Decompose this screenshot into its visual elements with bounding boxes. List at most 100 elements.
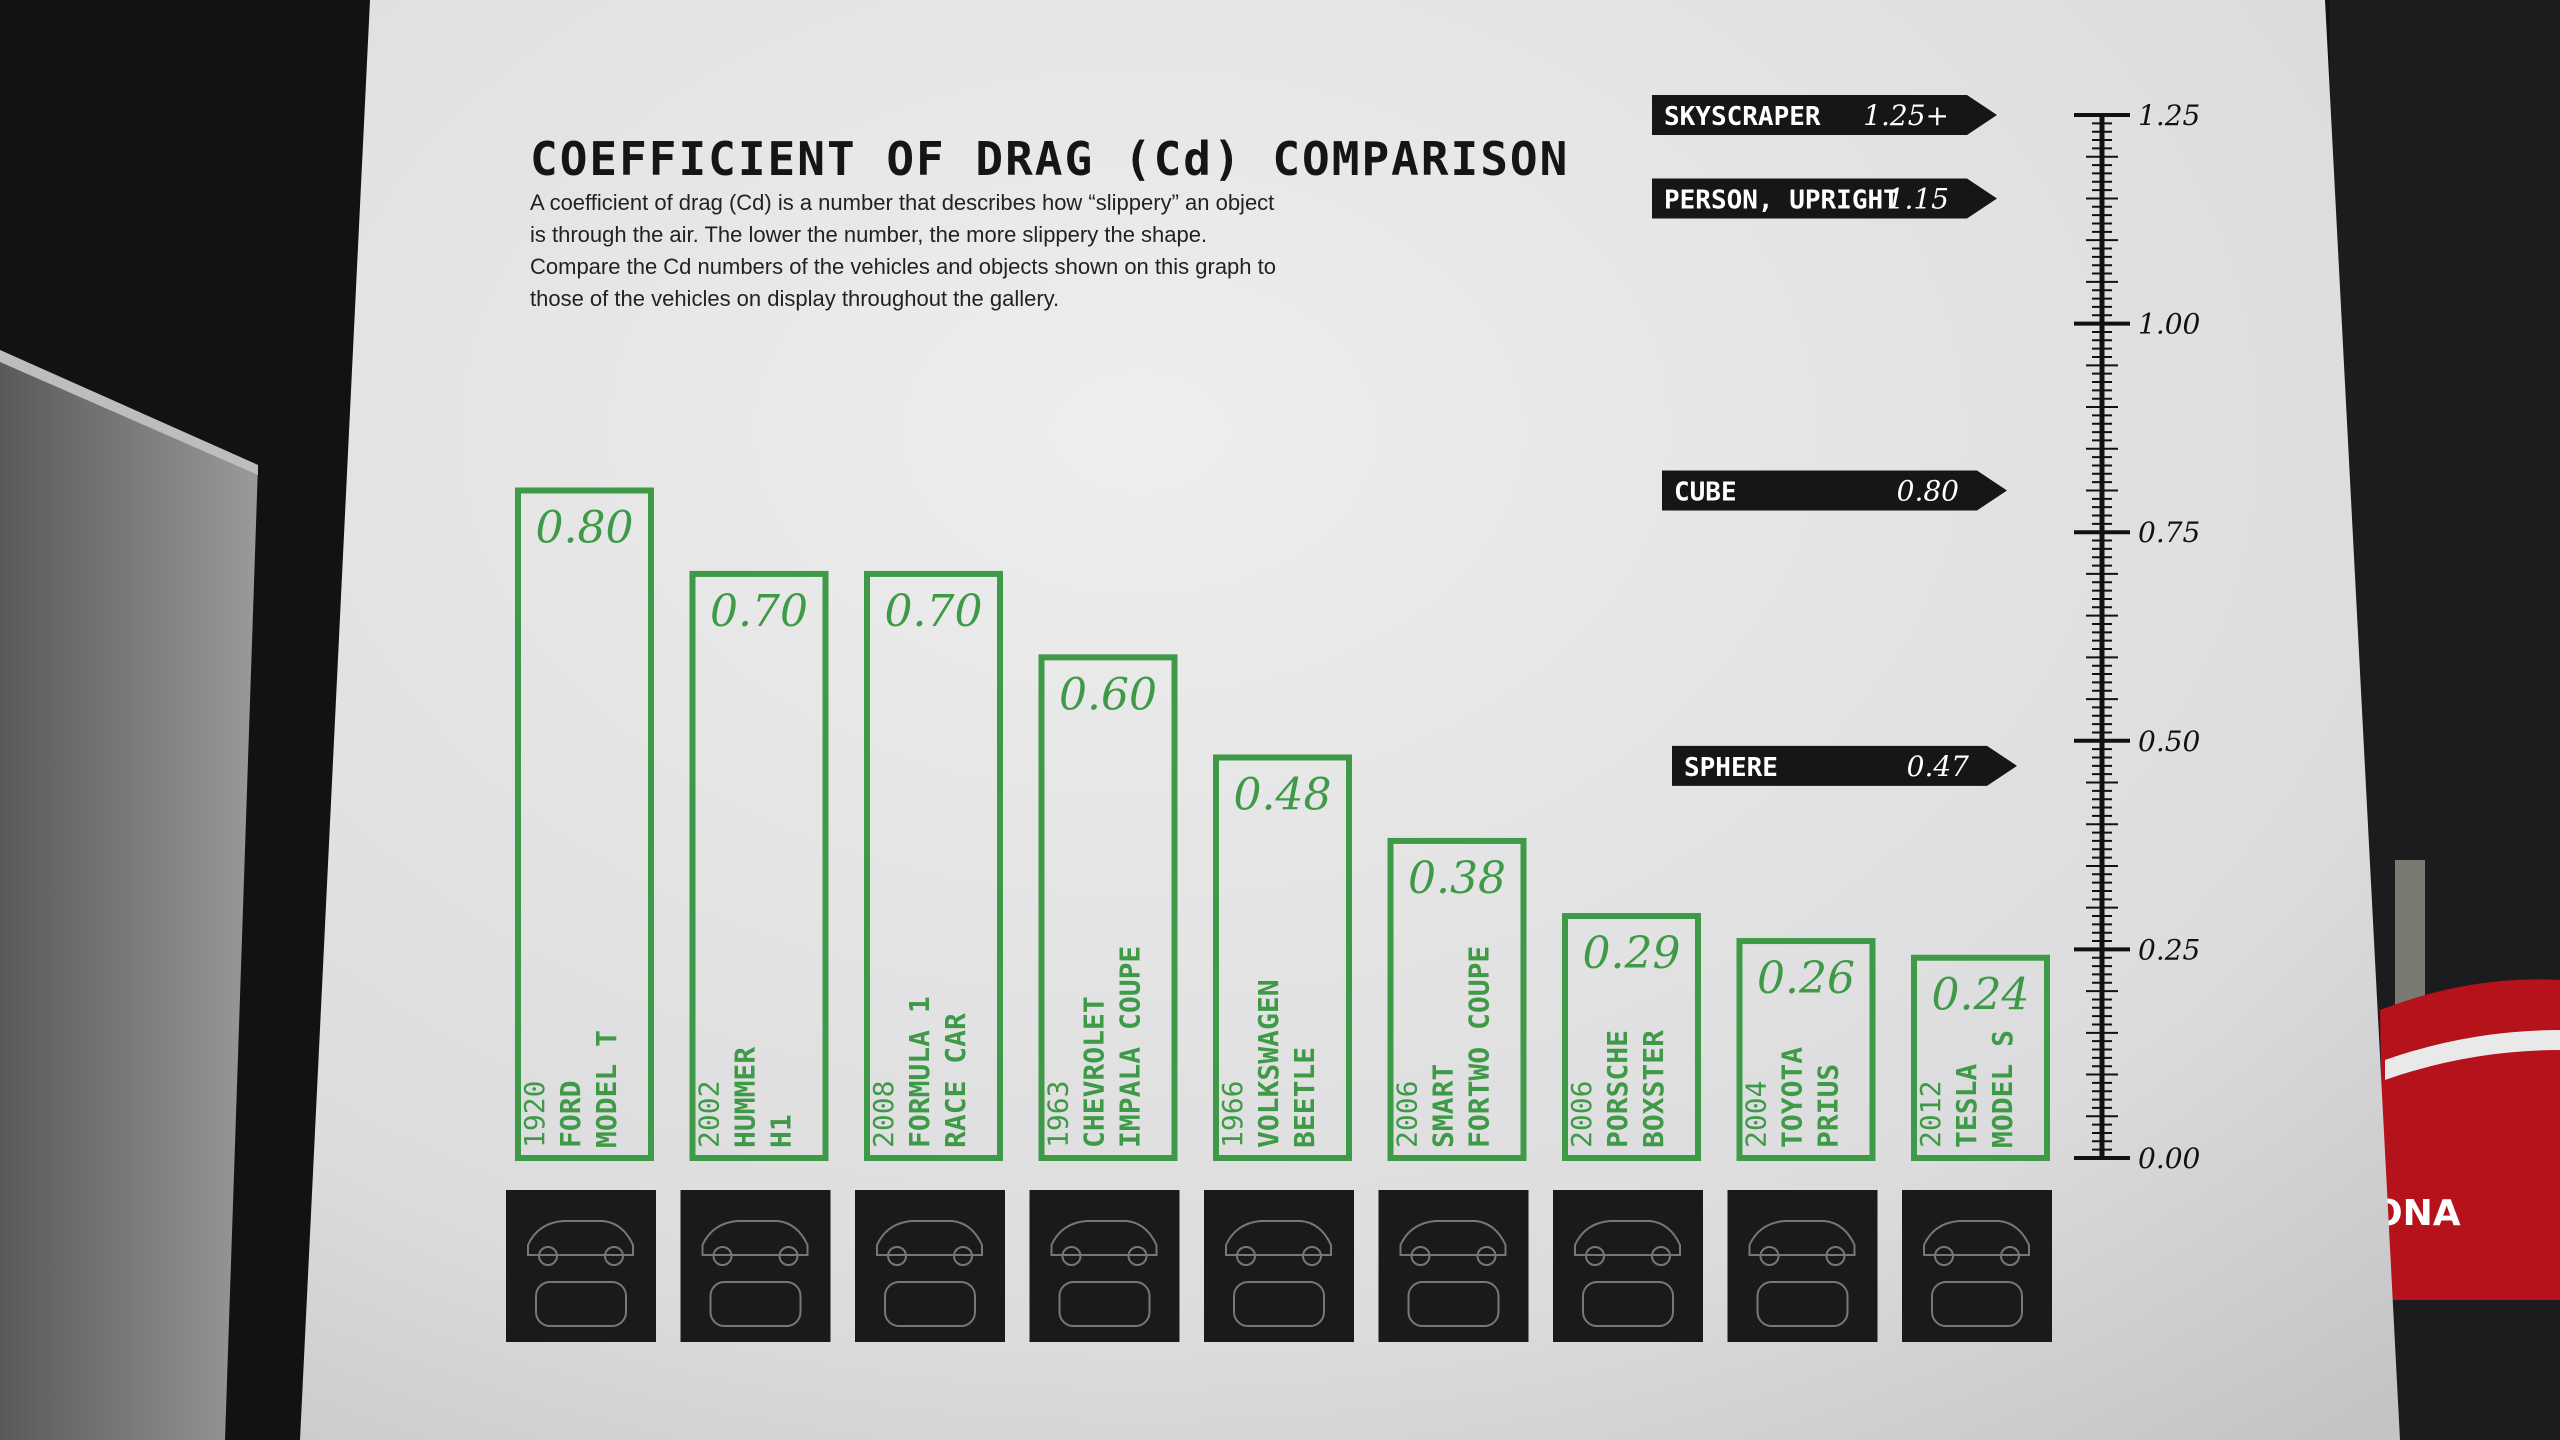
thumbnail-panel [1902,1190,2052,1342]
bar-group: 0.80 1920 FORD MODEL T [515,487,654,1162]
bar-year-label: 2004 [1740,1081,1773,1148]
bar-group: 0.70 2008 FORMULA 1 RACE CAR [864,570,1003,1161]
vehicle-thumbnail [1727,1190,1878,1342]
marker-value: 1.25+ [1863,99,1949,132]
car-top-icon [709,1281,802,1327]
wheel-icon [1934,1246,1954,1266]
bar-group: 0.24 2012 TESLA MODEL S [1911,954,2050,1162]
scale-tick-label: 0.75 [2138,516,2200,549]
bar-year-label: 1920 [518,1081,551,1148]
bar-name-label: BEETLE [1288,1047,1321,1148]
description-line: Compare the Cd numbers of the vehicles a… [530,254,1276,279]
marker-value: 1.15 [1887,182,1949,215]
car-side-icon [701,1220,809,1256]
bar-name-label: FORMULA 1 [903,996,936,1148]
bar-name-label: TESLA [1950,1064,1983,1148]
bar-value-label: 0.70 [710,586,808,637]
wheel-icon [2000,1246,2020,1266]
car-side-icon [1574,1220,1681,1256]
wheel-icon [1759,1246,1780,1266]
bar-value-label: 0.38 [1408,853,1506,904]
bar-name-label: MODEL S [1986,1030,2019,1148]
car-side-icon [1225,1220,1332,1256]
vehicle-silhouettes [506,1190,2052,1342]
marker-pointer [1652,95,1997,135]
wheel-icon [1585,1246,1605,1266]
thumbnail-panel [855,1190,1005,1342]
car-top-icon [1931,1281,2023,1327]
marker-name: PERSON, UPRIGHT [1664,185,1899,215]
bar-name-label: BOXSTER [1637,1030,1670,1148]
car-side-icon [1923,1220,2030,1256]
car-side-icon [876,1220,983,1256]
description-line: is through the air. The lower the number… [530,222,1207,247]
thumbnail-panel [1553,1190,1703,1342]
marker-pointer [1662,470,2007,511]
marker-value: 0.47 [1907,750,1970,783]
bar-group: 0.48 1966 VOLKSWAGEN BEETLE [1213,754,1352,1161]
bar-value-label: 0.48 [1234,769,1332,820]
marker-value: 0.80 [1897,474,1959,507]
bar-name-label: RACE CAR [939,1013,972,1148]
vehicle-thumbnail [1378,1190,1529,1342]
scale-tick-label: 0.50 [2138,725,2200,758]
wheel-icon [604,1246,624,1266]
thumbnail-panel [506,1190,656,1342]
bar-value-label: 0.24 [1932,970,2030,1021]
car-top-icon [884,1281,976,1327]
bar-value-label: 0.26 [1757,953,1855,1004]
bar-value-label: 0.80 [536,502,634,553]
bar [1736,938,1876,1162]
car-top-icon [1058,1281,1151,1327]
bar-name-label: FORTWO COUPE [1463,946,1496,1148]
bar-group: 0.60 1963 CHEVROLET IMPALA COUPE [1038,654,1178,1161]
bar-year-label: 1963 [1042,1081,1075,1148]
bar-name-label: FORD [554,1081,587,1148]
wheel-icon [1410,1246,1431,1266]
scale-tick-label: 1.25 [2138,99,2200,132]
wheel-icon [538,1246,558,1266]
bar-year-label: 2008 [867,1081,900,1148]
car-side-icon [1050,1220,1158,1256]
bar [1387,837,1527,1161]
wheel-icon [1061,1246,1082,1266]
bar-group: 0.38 2006 SMART FORTWO COUPE [1387,837,1527,1161]
bar-group: 0.29 2006 PORSCHE BOXSTER [1562,913,1701,1161]
wheel-icon [1127,1246,1148,1266]
car-top-icon [1582,1281,1674,1327]
marker-pointer [1672,745,2017,786]
thumbnail-panel [1378,1190,1529,1342]
marker-tag: SPHERE 0.47 [1672,745,2017,786]
bar-name-label: MODEL T [590,1030,623,1148]
bar [1213,754,1352,1161]
scale-tick-label: 0.00 [2138,1142,2200,1175]
scale-tick-label: 1.00 [2138,308,2200,341]
wheel-icon [1302,1246,1322,1266]
vehicle-thumbnail [680,1190,831,1342]
marker-name: SPHERE [1684,753,1778,783]
marker-tag: SKYSCRAPER 1.25+ [1652,95,1997,135]
bar-name-label: VOLKSWAGEN [1252,979,1285,1148]
bar-year-label: 1966 [1216,1081,1249,1148]
bar [515,487,654,1162]
description-line: those of the vehicles on display through… [530,286,1059,311]
description-line: A coefficient of drag (Cd) is a number t… [530,190,1274,215]
exhibit-description: A coefficient of drag (Cd) is a number t… [530,190,1276,311]
exhibit-title: COEFFICIENT OF DRAG (Cd) COMPARISON [530,132,1569,186]
bar [1562,913,1701,1161]
scale-tick-label: 0.25 [2138,933,2200,966]
vehicle-thumbnail [1553,1190,1703,1342]
bar-value-label: 0.70 [885,586,983,637]
marker-name: CUBE [1674,477,1737,507]
bar-series: 0.80 1920 FORD MODEL T 0.70 2002 HUMMER H1 0.70 2… [515,487,2050,1162]
thumbnail-panel [1204,1190,1354,1342]
car-side-icon [1399,1220,1507,1256]
left-wall-panel [0,350,258,1440]
vehicle-thumbnail [855,1190,1005,1342]
bar-year-label: 2012 [1914,1081,1947,1148]
bar-name-label: PORSCHE [1601,1030,1634,1148]
bar-year-label: 2002 [693,1081,726,1148]
thumbnail-panel [1029,1190,1180,1342]
